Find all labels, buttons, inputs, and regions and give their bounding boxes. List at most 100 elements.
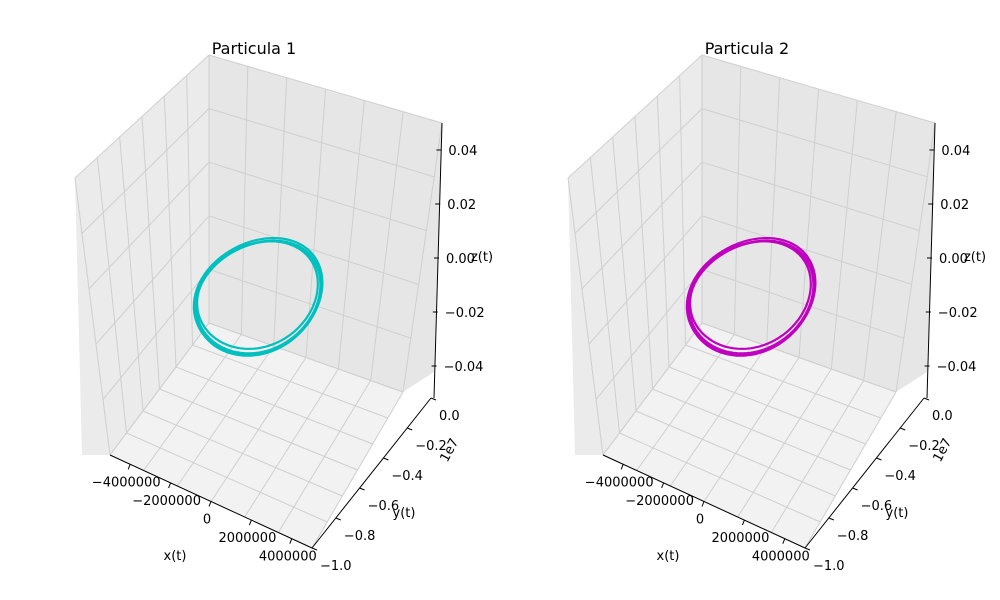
back-pane: [209, 55, 442, 392]
left-grid-v: [74, 177, 111, 456]
back-grid-v: [863, 111, 897, 381]
left-grid-v: [612, 136, 637, 412]
y-axis-line: [804, 397, 925, 549]
left-grid-h: [102, 269, 210, 400]
y-axis-line: [311, 397, 432, 549]
x-tick-label: −4000000: [92, 475, 161, 490]
y-axis-label: y(t): [886, 506, 909, 521]
left-grid-v: [679, 75, 686, 346]
y-tick-mark: [383, 457, 389, 461]
y-tick-label: −1.0: [320, 559, 352, 574]
x-tick-mark: [620, 464, 624, 470]
floor-grid-y: [668, 366, 866, 445]
y-tick-mark: [407, 427, 413, 431]
x-tick-mark: [127, 464, 131, 470]
floor-grid-y: [619, 432, 821, 523]
x-axis-label: x(t): [657, 549, 680, 564]
left-grid-v: [96, 157, 127, 434]
floor-grid-y: [126, 432, 328, 523]
back-grid-h: [701, 161, 920, 232]
x-tick-mark: [741, 519, 745, 526]
back-pane: [702, 55, 935, 392]
left-grid-h: [588, 215, 703, 345]
x-tick-label: −2000000: [625, 494, 694, 509]
back-grid-h: [701, 108, 928, 178]
subplot-title: Particula 1: [212, 39, 296, 58]
z-axis-line: [433, 122, 443, 399]
y-tick-mark: [359, 487, 365, 491]
back-grid-h: [208, 322, 404, 393]
z-tick-label: 0.04: [448, 144, 477, 159]
x-tick-label: 2000000: [711, 531, 769, 546]
floor-grid-y: [142, 410, 343, 497]
left-grid-h: [602, 322, 703, 456]
x-tick-mark: [248, 519, 252, 526]
left-grid-h: [109, 322, 210, 456]
x-tick-label: −4000000: [585, 475, 654, 490]
z-axis-line: [926, 122, 936, 399]
back-grid-h: [208, 108, 435, 178]
y-tick-mark: [804, 547, 811, 551]
x-tick-mark: [782, 538, 786, 544]
back-grid-h: [701, 322, 897, 393]
floor-grid-y: [635, 410, 836, 497]
subplot-title: Particula 2: [705, 39, 789, 58]
back-grid-v: [337, 100, 365, 370]
x-tick-mark: [208, 501, 212, 507]
y-tick-mark: [900, 427, 906, 431]
y-tick-mark: [335, 517, 341, 521]
x-tick-mark: [289, 538, 293, 544]
floor-grid-y: [652, 388, 851, 471]
y-axis-label: y(t): [393, 506, 416, 521]
left-grid-v: [656, 95, 670, 368]
z-axis-label: z(t): [964, 250, 986, 265]
z-tick-label: −0.02: [938, 306, 978, 321]
y-tick-mark: [828, 517, 834, 521]
back-grid-h: [701, 268, 904, 339]
left-grid-h: [95, 215, 210, 345]
back-grid-v: [830, 100, 858, 370]
left-grid-h: [581, 161, 703, 290]
z-tick-label: 0.04: [941, 144, 970, 159]
y-tick-label: −0.6: [861, 499, 893, 514]
left-grid-h: [567, 54, 703, 179]
z-axis-label: z(t): [471, 250, 493, 265]
y-tick-label: −0.2: [415, 439, 447, 454]
back-grid-v: [733, 66, 742, 335]
left-grid-h: [74, 54, 210, 179]
x-tick-mark: [168, 482, 172, 489]
y-tick-label: −0.8: [837, 529, 869, 544]
back-grid-v: [273, 77, 288, 347]
left-grid-v: [634, 116, 653, 390]
z-tick-label: −0.04: [937, 360, 977, 375]
back-grid-h: [208, 215, 419, 285]
z-tick-label: 0.02: [447, 198, 476, 213]
floor-grid-y: [159, 388, 358, 471]
back-grid-v: [240, 66, 249, 335]
back-grid-v: [895, 122, 936, 393]
x-tick-mark: [701, 501, 705, 507]
back-grid-v: [370, 111, 404, 381]
orbit-line-3: [687, 240, 815, 355]
floor-pane: [603, 323, 896, 548]
x-tick-label: −2000000: [132, 494, 201, 509]
left-grid-v: [589, 157, 620, 434]
y-tick-label: −0.2: [908, 439, 940, 454]
y-tick-mark: [311, 547, 318, 551]
back-grid-h: [208, 161, 427, 232]
left-grid-h: [595, 269, 703, 400]
left-grid-h: [574, 108, 703, 234]
floor-grid-y: [685, 344, 882, 419]
x-tick-label: 4000000: [259, 550, 317, 565]
y-tick-mark: [876, 457, 882, 461]
back-grid-h: [208, 268, 411, 339]
floor-pane: [110, 323, 403, 548]
z-tick-label: −0.02: [445, 306, 485, 321]
back-grid-v: [402, 122, 443, 393]
y-tick-label: −1.0: [813, 559, 845, 574]
y-tick-label: −0.8: [344, 529, 376, 544]
left-grid-h: [88, 161, 210, 290]
y-tick-label: 0.0: [932, 409, 953, 424]
x-tick-label: 0: [696, 513, 704, 528]
